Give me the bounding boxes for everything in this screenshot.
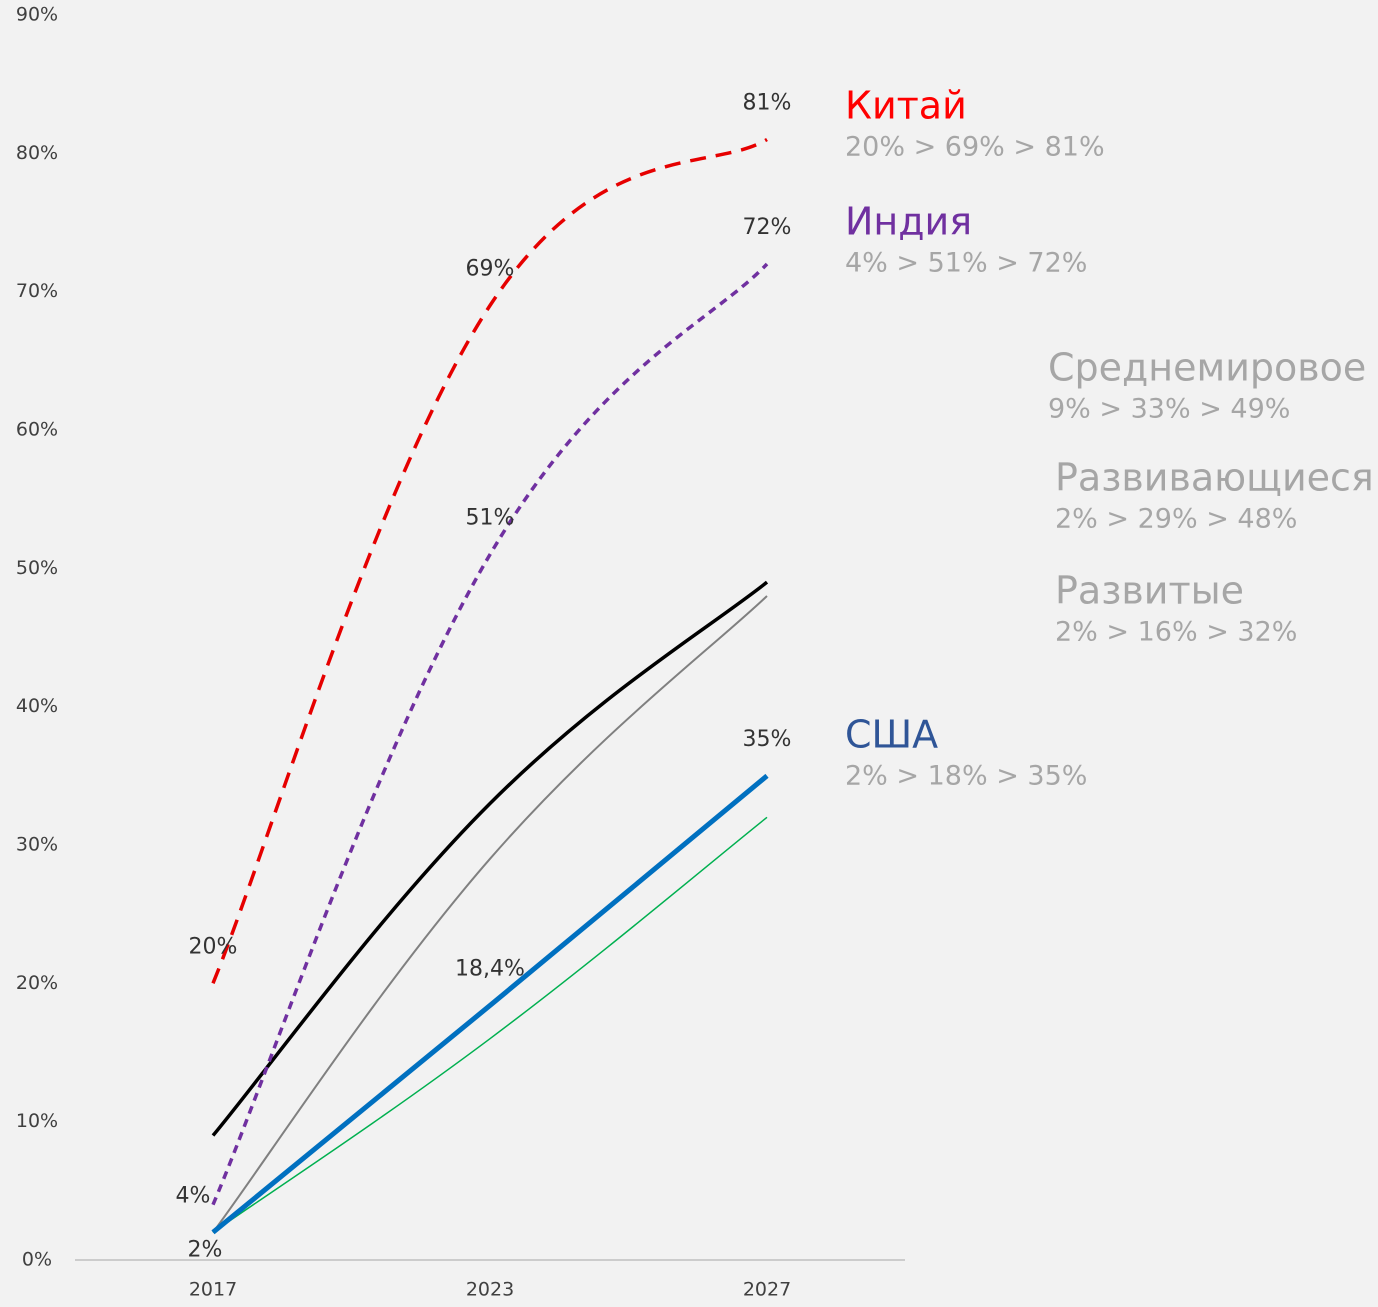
x-tick-label: 2023: [466, 1279, 514, 1301]
data-label: 20%: [189, 934, 238, 959]
data-label: 51%: [466, 506, 515, 531]
series-summary: 2% > 16% > 32%: [1055, 617, 1297, 648]
series-line: [211, 773, 769, 1235]
legend-label: Китай: [845, 84, 967, 128]
series-line: [211, 580, 769, 1137]
legend-label: Развитые: [1055, 569, 1244, 613]
series-summary: 9% > 33% > 49%: [1048, 394, 1290, 425]
series-line: [211, 137, 768, 984]
series-line: [212, 595, 768, 1233]
y-tick-label: 20%: [16, 972, 58, 994]
y-tick-label: 30%: [16, 834, 58, 856]
y-tick-label: 10%: [16, 1110, 58, 1132]
y-tick-label: 0%: [22, 1249, 52, 1271]
y-tick-label: 80%: [16, 142, 58, 164]
y-tick-label: 70%: [16, 280, 58, 302]
data-label: 72%: [743, 215, 792, 240]
legend-label: Развивающиеся: [1055, 456, 1374, 500]
y-tick-label: 90%: [16, 4, 58, 26]
data-label: 81%: [743, 91, 792, 116]
series-line: [212, 816, 768, 1233]
data-label: 2%: [188, 1237, 223, 1262]
series-summary: 4% > 51% > 72%: [845, 248, 1087, 279]
legend-label: США: [845, 713, 938, 757]
x-tick-label: 2017: [189, 1279, 237, 1301]
legend-label: Индия: [845, 200, 972, 244]
data-label: 69%: [466, 257, 515, 282]
series-summary: 2% > 18% > 35%: [845, 761, 1087, 792]
y-tick-label: 60%: [16, 419, 58, 441]
series-summary: 2% > 29% > 48%: [1055, 504, 1297, 535]
y-tick-label: 50%: [16, 557, 58, 579]
data-label: 35%: [743, 727, 792, 752]
series-summary: 20% > 69% > 81%: [845, 132, 1105, 163]
data-label: 18,4%: [455, 956, 525, 981]
data-label: 4%: [176, 1184, 211, 1209]
x-tick-label: 2027: [743, 1279, 791, 1301]
y-tick-label: 40%: [16, 695, 58, 717]
legend-label: Среднемировое: [1048, 346, 1366, 390]
